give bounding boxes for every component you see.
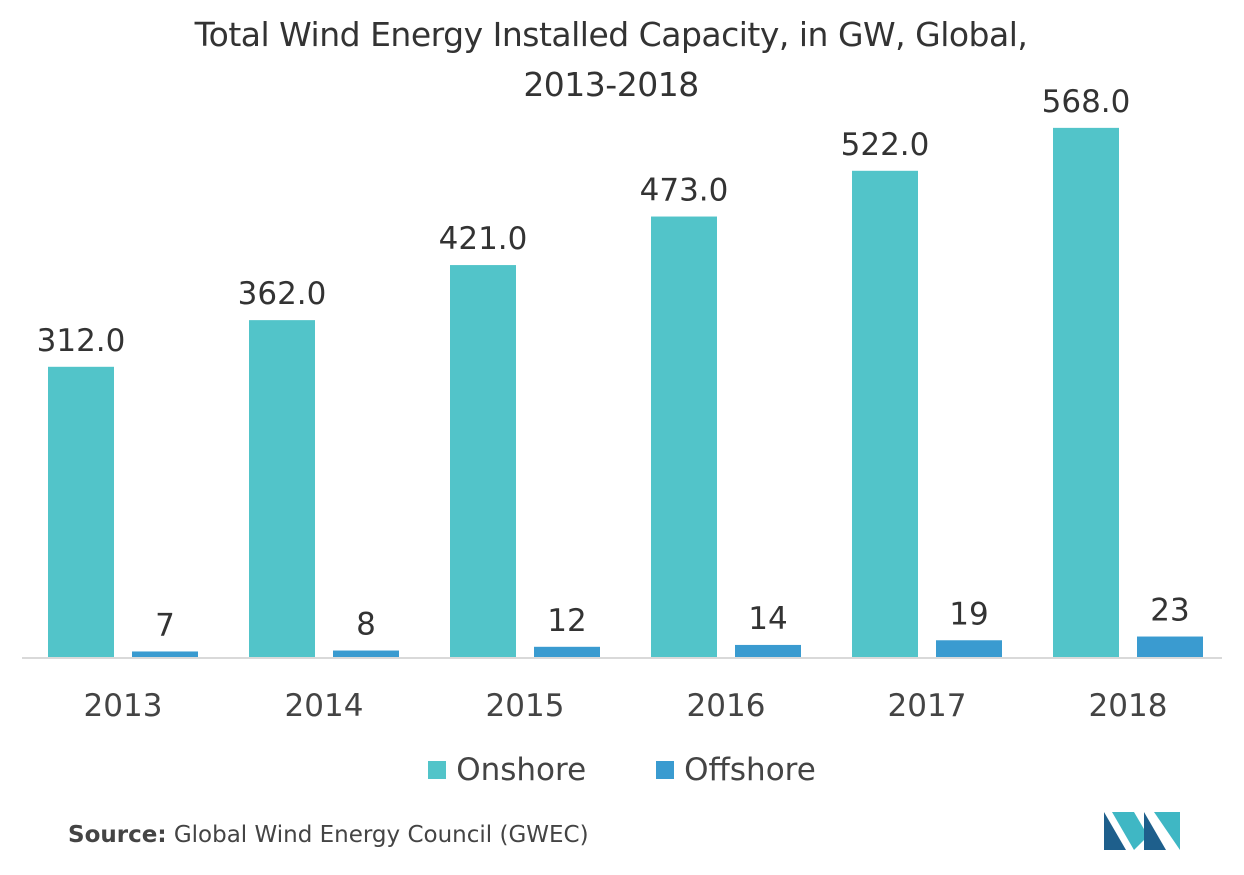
bar-chart: 312.0 7 362.0 8 421.0 12 473.0 14 522.0 19 568.0 23… <box>22 84 1222 724</box>
bars-group: 312.0 7 362.0 8 421.0 12 473.0 14 522.0 19 568.0 23 <box>37 84 1203 659</box>
bar-onshore-2018 <box>1053 127 1119 658</box>
data-label-onshore-2014: 362.0 <box>238 276 327 312</box>
chart-title-line2: 2013-2018 <box>523 65 699 104</box>
x-tick-label-2017: 2017 <box>888 688 967 724</box>
data-label-offshore-2013: 7 <box>155 607 175 643</box>
legend: Onshore Offshore <box>0 752 1244 788</box>
data-label-onshore-2013: 312.0 <box>37 323 126 359</box>
bar-offshore-2016 <box>735 644 801 658</box>
data-label-onshore-2015: 421.0 <box>439 221 528 257</box>
data-label-offshore-2016: 14 <box>748 601 787 637</box>
bar-onshore-2017 <box>852 170 918 659</box>
chart-title-line1: Total Wind Energy Installed Capacity, in… <box>194 15 1028 54</box>
data-label-offshore-2015: 12 <box>547 603 586 639</box>
x-tick-label-2014: 2014 <box>285 688 364 724</box>
data-label-offshore-2017: 19 <box>949 596 988 632</box>
x-tick-labels: 2013 2014 2015 2016 2017 2018 <box>84 688 1168 724</box>
bar-offshore-2014 <box>333 650 399 658</box>
mordor-intelligence-logo-icon <box>1104 812 1180 850</box>
bar-onshore-2015 <box>450 265 516 658</box>
source-label: Source: <box>68 822 167 848</box>
bar-onshore-2016 <box>651 216 717 659</box>
bar-onshore-2013 <box>48 366 114 658</box>
data-label-onshore-2016: 473.0 <box>640 173 729 209</box>
bar-offshore-2013 <box>132 651 198 658</box>
data-label-offshore-2018: 23 <box>1150 593 1189 629</box>
x-tick-label-2013: 2013 <box>84 688 163 724</box>
chart-title: Total Wind Energy Installed Capacity, in… <box>0 10 1222 110</box>
legend-swatch-onshore <box>428 761 447 779</box>
bar-offshore-2017 <box>936 640 1002 658</box>
legend-label-offshore: Offshore <box>684 752 816 788</box>
data-label-onshore-2017: 522.0 <box>841 127 930 163</box>
x-tick-label-2015: 2015 <box>486 688 565 724</box>
bar-offshore-2015 <box>534 646 600 658</box>
legend-swatch-offshore <box>656 761 675 779</box>
legend-label-onshore: Onshore <box>456 752 587 788</box>
source-note: Source: Global Wind Energy Council (GWEC… <box>68 822 589 848</box>
x-tick-label-2016: 2016 <box>687 688 766 724</box>
legend-item-onshore: Onshore <box>428 752 586 788</box>
source-text: Global Wind Energy Council (GWEC) <box>166 822 589 848</box>
data-label-onshore-2018: 568.0 <box>1042 84 1131 120</box>
data-label-offshore-2014: 8 <box>356 607 376 643</box>
bar-onshore-2014 <box>249 320 315 658</box>
bar-offshore-2018 <box>1137 636 1203 658</box>
legend-item-offshore: Offshore <box>656 752 816 788</box>
x-tick-label-2018: 2018 <box>1089 688 1168 724</box>
